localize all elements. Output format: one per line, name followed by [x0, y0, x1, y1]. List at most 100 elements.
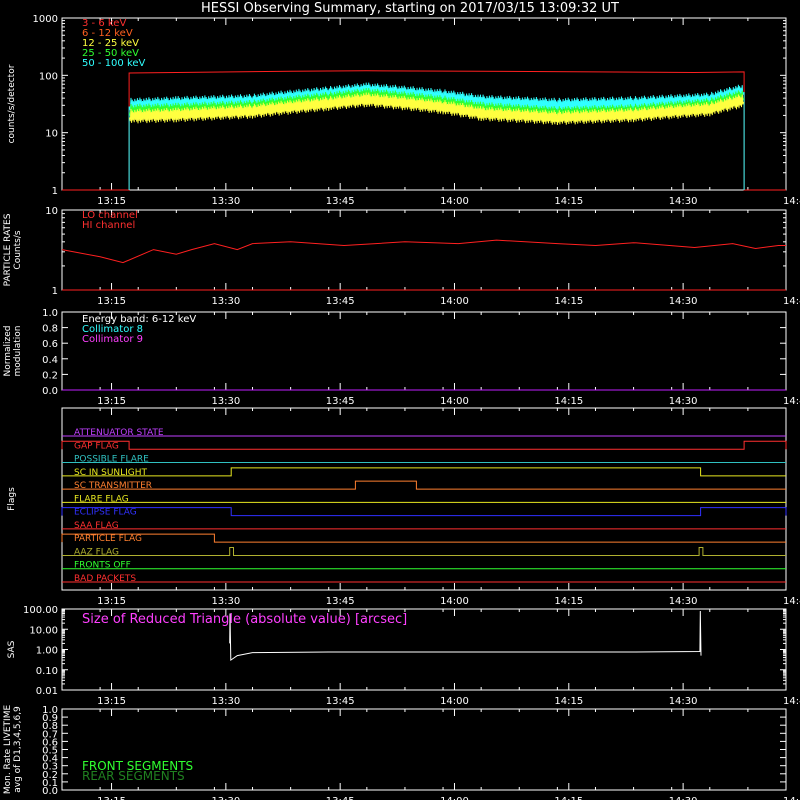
- series-hi-channel: [61, 239, 786, 264]
- x-tick-label: 14:15: [554, 396, 583, 407]
- y-tick-label: 0.7: [42, 729, 58, 740]
- x-tick-label: 14:45: [783, 596, 800, 607]
- panel-modulation: 0.0 0.2 0.4 0.6 0.8 1.0 13:15 13:30 13:45 14:00 14…: [3, 308, 800, 407]
- x-tick-label: 13:45: [326, 796, 355, 800]
- x-tick-label: 14:00: [440, 796, 469, 800]
- x-tick-label: 13:45: [326, 196, 355, 207]
- flag-label: FLARE FLAG: [74, 494, 129, 504]
- legend-entry: Energy band: 6-12 keV: [82, 314, 196, 325]
- y-axis-label: Counts/s: [13, 230, 23, 269]
- y-tick-label: 10: [45, 129, 58, 140]
- legend-entry: Collimator 9: [82, 334, 143, 345]
- x-tick-label: 13:30: [211, 696, 240, 707]
- legend-entry: REAR SEGMENTS: [82, 769, 185, 783]
- y-tick-label: 0.1: [42, 778, 58, 789]
- y-tick-label: 0.6: [42, 737, 58, 748]
- legend-entry: HI channel: [82, 220, 135, 231]
- panel-flags: 13:15 13:30 13:45 14:00 14:15 14:30 14:45 Flags…: [7, 407, 800, 607]
- y-tick-label: 0.8: [42, 721, 58, 732]
- x-tick-label: 13:30: [211, 396, 240, 407]
- y-tick-label: 0.2: [42, 370, 58, 381]
- flag-label: GAP FLAG: [74, 441, 119, 451]
- y-tick-label: 0.2: [42, 770, 58, 781]
- panel-particle-rates: 1 10 13:15 13:30 13:45 14:00 14:15 14:30 14:45 PA…: [3, 206, 800, 307]
- y-axis-label: Flags: [7, 487, 17, 511]
- flag-label: BAD PACKETS: [74, 574, 136, 584]
- x-tick-label: 14:30: [669, 696, 698, 707]
- y-tick-label: 100: [39, 71, 58, 82]
- x-tick-label: 14:15: [554, 696, 583, 707]
- panel-sas: 0.01 0.10 1.00 10.00 100.00 13:15 13:30 13:45 14…: [7, 605, 800, 707]
- flag-label: SC TRANSMITTER: [74, 481, 152, 491]
- y-axis-label: SAS: [7, 640, 17, 658]
- x-tick-label: 13:15: [97, 596, 126, 607]
- x-tick-label: 14:45: [783, 696, 800, 707]
- flag-line: [62, 480, 786, 490]
- x-tick-label: 14:15: [554, 596, 583, 607]
- panel-frame: [61, 17, 787, 191]
- x-tick-label: 14:30: [669, 196, 698, 207]
- x-tick-label: 14:00: [440, 296, 469, 307]
- y-tick-label: 0.8: [42, 324, 58, 335]
- x-tick-label: 13:15: [97, 396, 126, 407]
- flag-line: [61, 533, 786, 543]
- x-tick-label: 13:30: [211, 196, 240, 207]
- x-tick-label: 14:30: [669, 796, 698, 800]
- y-axis-label: modulation: [13, 326, 23, 377]
- x-tick-label: 14:15: [554, 796, 583, 800]
- y-tick-label: 0.3: [42, 762, 58, 773]
- y-tick-label: 1.0: [42, 705, 58, 716]
- y-axis-label: avg of D1,3,4,5,6,9: [13, 706, 23, 793]
- flag-label: ECLIPSE FLAG: [74, 508, 137, 518]
- y-axis-label: PARTICLE RATES: [3, 213, 13, 286]
- y-tick-label: 0.01: [36, 686, 58, 697]
- panel-livetime: 0.00.10.20.30.40.50.60.70.80.91.0 13:15 13…: [3, 705, 800, 800]
- x-tick-label: 14:15: [554, 296, 583, 307]
- x-tick-label: 13:45: [326, 696, 355, 707]
- y-tick-label: 1.00: [36, 646, 58, 657]
- x-tick-label: 14:00: [440, 596, 469, 607]
- y-tick-label: 10: [45, 206, 58, 217]
- x-tick-label: 14:00: [440, 696, 469, 707]
- x-tick-label: 13:15: [97, 796, 126, 800]
- y-tick-label: 0.0: [42, 786, 58, 797]
- legend-entry: 6 - 12 keV: [82, 28, 133, 39]
- x-tick-label: 13:45: [326, 396, 355, 407]
- y-tick-label: 1: [52, 186, 58, 197]
- flag-line: [62, 467, 786, 477]
- y-tick-label: 0.4: [42, 754, 58, 765]
- flag-line: [62, 546, 786, 556]
- y-tick-label: 10.00: [29, 625, 58, 636]
- panel-annotation: Size of Reduced Triangle (absolute value…: [82, 612, 407, 627]
- y-axis-label: Normalized: [3, 325, 13, 376]
- flag-label: SC IN SUNLIGHT: [74, 468, 148, 478]
- flag-label: PARTICLE FLAG: [74, 534, 142, 544]
- legend-entry: Collimator 8: [82, 324, 143, 335]
- legend-entry: 25 - 50 keV: [82, 48, 139, 59]
- x-tick-label: 14:30: [669, 596, 698, 607]
- y-tick-label: 0.6: [42, 339, 58, 350]
- x-tick-label: 13:45: [326, 596, 355, 607]
- chart-title: HESSI Observing Summary, starting on 201…: [201, 1, 619, 16]
- flag-line: [61, 507, 787, 517]
- y-tick-label: 0.10: [36, 666, 58, 677]
- y-axis-label: Mon. Rate LIVETIME: [3, 705, 13, 795]
- x-tick-label: 13:30: [211, 296, 240, 307]
- y-tick-label: 0.9: [42, 713, 58, 724]
- x-tick-label: 14:00: [440, 196, 469, 207]
- panel-frame: [61, 407, 787, 591]
- x-tick-label: 14:00: [440, 396, 469, 407]
- series-sas: [229, 610, 702, 662]
- flag-label: SAA FLAG: [74, 521, 119, 531]
- x-tick-label: 13:30: [211, 596, 240, 607]
- x-tick-label: 13:30: [211, 796, 240, 800]
- x-tick-label: 14:30: [669, 296, 698, 307]
- legend-entry: FRONT SEGMENTS: [82, 759, 193, 773]
- x-tick-label: 14:45: [783, 296, 800, 307]
- x-tick-label: 13:15: [97, 696, 126, 707]
- series-12-25-kev: [129, 92, 745, 126]
- legend-entry: 12 - 25 keV: [82, 38, 139, 49]
- flag-label: ATTENUATOR STATE: [74, 428, 164, 438]
- flag-label: AAZ FLAG: [74, 547, 119, 557]
- legend-entry: 3 - 6 keV: [82, 18, 126, 29]
